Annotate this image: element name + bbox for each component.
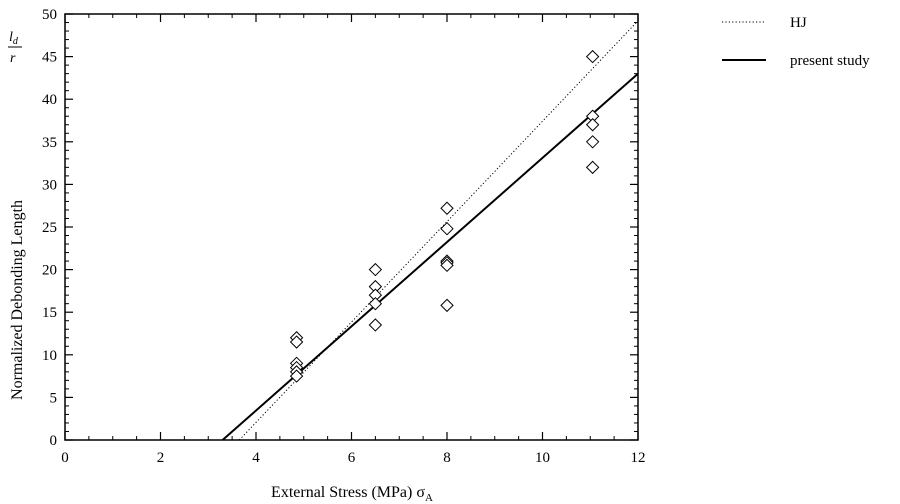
x-tick-label: 6	[348, 450, 356, 466]
y-tick-label: 25	[42, 220, 57, 236]
data-point-diamond	[440, 221, 454, 236]
data-point-diamond	[585, 49, 600, 64]
plot-frame	[64, 13, 639, 441]
y-tick-label: 20	[42, 263, 57, 279]
data-point-diamond	[368, 318, 383, 332]
y-tick-label: 30	[42, 177, 57, 193]
y-tick-label: 0	[50, 433, 58, 449]
legend-label-present-study: present study	[790, 53, 870, 69]
series-line-present-study	[221, 72, 638, 440]
y-tick-label: 5	[50, 390, 58, 406]
y-tick-label: 50	[42, 7, 57, 23]
y-tick-label: 45	[42, 50, 57, 66]
data-point-diamond	[440, 201, 454, 215]
y-tick-label: 35	[42, 135, 57, 151]
legend: HJ present study	[722, 15, 870, 69]
svg-text:ld: ld	[9, 30, 19, 47]
x-tick-label: 4	[252, 450, 260, 466]
x-axis-title-subscript: A	[425, 492, 433, 504]
data-point-diamond	[289, 369, 304, 383]
series-line-hj	[238, 20, 638, 440]
fraction-numerator: l	[9, 30, 13, 45]
data-point-diamond	[585, 118, 600, 132]
y-tick-label: 15	[42, 305, 57, 321]
fraction-denominator: r	[10, 51, 16, 66]
data-point-diamond	[440, 298, 454, 313]
legend-label-hj: HJ	[790, 15, 807, 31]
x-tick-label: 8	[443, 450, 451, 466]
x-tick-label: 2	[157, 450, 165, 466]
x-tick-label: 10	[535, 450, 550, 466]
fraction-numerator-subscript: d	[13, 36, 19, 47]
x-tick-label: 0	[61, 450, 69, 466]
y-axis-title: Normalized Debonding Length	[9, 200, 26, 400]
data-point-diamond	[368, 296, 383, 311]
plot-area	[64, 13, 639, 441]
data-point-diamond	[368, 262, 383, 277]
data-points	[289, 49, 600, 383]
y-tick-label: 10	[42, 348, 57, 364]
y-axis-fraction-label: ld r	[8, 30, 22, 66]
x-axis-title: External Stress (MPa) σA	[271, 484, 433, 504]
series-lines	[221, 20, 638, 440]
data-point-diamond	[585, 160, 600, 175]
data-point-diamond	[289, 335, 304, 349]
data-point-diamond	[585, 135, 600, 149]
x-tick-label: 12	[631, 450, 646, 466]
axis-ticks: 0 2 4 6 8 10 12 0 5 10 15 20 25 30 35 40 45 50	[42, 7, 646, 466]
data-point-diamond	[440, 258, 454, 273]
y-tick-label: 40	[42, 92, 57, 108]
